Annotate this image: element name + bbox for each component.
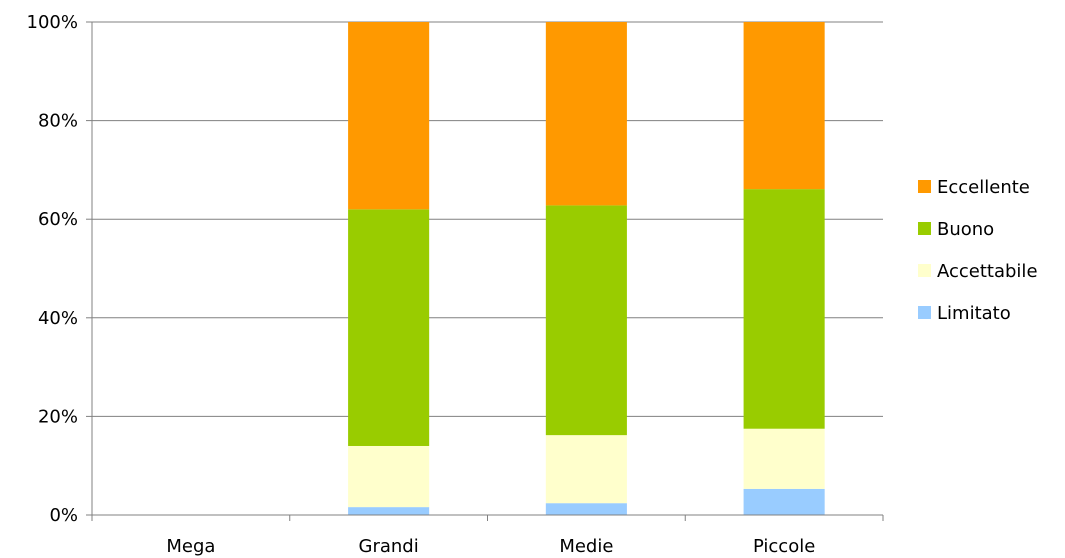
legend-label-eccellente: Eccellente xyxy=(937,177,1030,198)
bar-limitato-piccole xyxy=(743,488,825,515)
bar-accettabile-piccole xyxy=(743,428,825,489)
y-tick-label: 20% xyxy=(38,406,78,427)
axes xyxy=(86,21,884,521)
x-tick-label: Grandi xyxy=(359,536,419,557)
bar-limitato-grandi xyxy=(348,507,430,515)
legend-swatch-buono xyxy=(918,222,931,235)
bar-accettabile-medie xyxy=(545,435,627,504)
legend: Eccellente Buono Accettabile Limitato xyxy=(918,177,1038,324)
bar-buono-grandi xyxy=(348,209,430,446)
bar-eccellente-piccole xyxy=(743,22,825,190)
legend-label-limitato: Limitato xyxy=(937,303,1011,324)
x-tick-label: Piccole xyxy=(753,536,815,557)
y-tick-label: 100% xyxy=(27,12,78,33)
legend-swatch-limitato xyxy=(918,306,931,319)
legend-label-buono: Buono xyxy=(937,219,994,240)
bar-buono-piccole xyxy=(743,189,825,429)
y-tick-label: 0% xyxy=(49,505,78,526)
y-tick-label: 60% xyxy=(38,209,78,230)
y-tick-labels: 0% 20% 40% 60% 80% 100% xyxy=(27,12,78,526)
bar-accettabile-grandi xyxy=(348,445,430,508)
legend-swatch-eccellente xyxy=(918,180,931,193)
bar-eccellente-medie xyxy=(545,22,627,206)
y-tick-label: 80% xyxy=(38,111,78,132)
legend-swatch-accettabile xyxy=(918,264,931,277)
x-tick-labels: Mega Grandi Medie Piccole xyxy=(166,536,815,557)
legend-label-accettabile: Accettabile xyxy=(937,261,1038,282)
x-tick-label: Medie xyxy=(559,536,613,557)
bars xyxy=(348,22,825,515)
bar-limitato-medie xyxy=(545,503,627,515)
y-tick-label: 40% xyxy=(38,308,78,329)
x-tick-label: Mega xyxy=(166,536,215,557)
bar-buono-medie xyxy=(545,205,627,436)
bar-eccellente-grandi xyxy=(348,22,430,210)
